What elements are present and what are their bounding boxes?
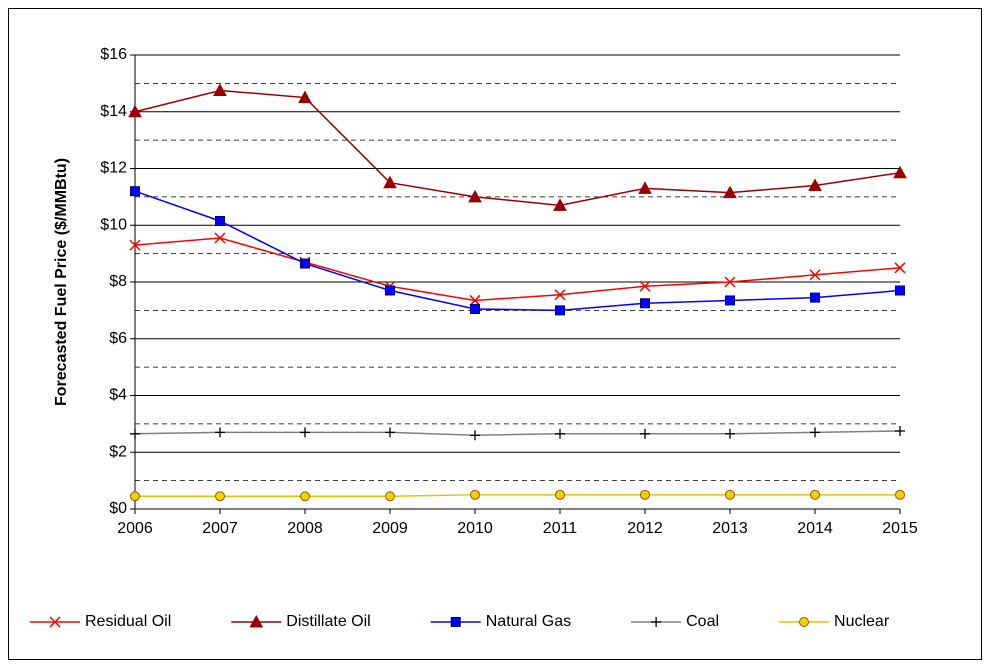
y-tick-label: $12 (100, 160, 127, 177)
marker (385, 491, 395, 502)
legend-label: Distillate Oil (286, 613, 370, 630)
marker (215, 491, 225, 502)
x-tick-label: 2009 (372, 520, 408, 537)
marker (725, 489, 735, 500)
marker (640, 489, 650, 500)
marker (450, 617, 461, 627)
marker (128, 104, 142, 118)
marker (809, 269, 821, 281)
series (130, 186, 905, 316)
y-tick-label: $0 (109, 500, 127, 517)
marker (49, 616, 61, 628)
marker (130, 428, 140, 439)
series-line (135, 494, 900, 497)
marker (810, 292, 820, 303)
x-tick-label: 2010 (457, 520, 493, 537)
legend-item: Natural Gas (430, 613, 571, 630)
series-line (134, 237, 901, 302)
marker (468, 189, 482, 203)
y-axis-label: Forecasted Fuel Price ($/MMBtu) (53, 158, 70, 406)
marker (298, 90, 312, 104)
y-tick-label: $6 (109, 330, 127, 347)
y-tick-label: $14 (100, 103, 127, 120)
marker (894, 262, 906, 274)
marker (555, 428, 565, 439)
marker (725, 295, 735, 306)
marker (640, 298, 650, 309)
legend-label: Nuclear (834, 613, 890, 630)
marker (470, 303, 480, 314)
legend-label: Natural Gas (486, 613, 571, 630)
marker (639, 280, 651, 292)
x-tick-label: 2006 (117, 520, 153, 537)
series (130, 425, 905, 441)
y-tick-label: $10 (100, 216, 127, 233)
legend-item: Nuclear (779, 613, 890, 630)
marker (249, 614, 264, 628)
marker (300, 427, 310, 438)
marker (213, 83, 227, 96)
legend-item: Distillate Oil (231, 613, 371, 630)
marker (214, 232, 226, 244)
x-tick-label: 2015 (882, 520, 918, 537)
marker (810, 489, 820, 500)
x-tick-label: 2011 (543, 520, 578, 537)
y-tick-label: $4 (109, 387, 127, 404)
series (128, 83, 907, 211)
marker (555, 305, 565, 316)
marker (799, 617, 810, 627)
y-tick-label: $2 (109, 443, 127, 460)
chart-frame (8, 8, 982, 660)
marker (470, 489, 480, 500)
marker (651, 617, 662, 627)
legend-label: Residual Oil (85, 613, 171, 630)
marker (893, 165, 907, 179)
marker (385, 427, 395, 438)
marker (215, 427, 225, 438)
marker (383, 175, 397, 189)
marker (554, 289, 566, 301)
marker (638, 181, 652, 194)
marker (810, 427, 820, 438)
marker (895, 285, 905, 296)
plot (128, 83, 907, 502)
legend-item: Residual Oil (30, 613, 171, 630)
marker (385, 285, 395, 296)
x-tick-label: 2007 (202, 520, 238, 537)
y-tick-label: $16 (100, 46, 127, 63)
marker (808, 178, 822, 192)
marker (130, 491, 140, 502)
series-line (134, 430, 901, 436)
marker (129, 239, 141, 251)
marker (895, 489, 905, 500)
x-tick-label: 2008 (287, 520, 323, 537)
marker (300, 258, 310, 269)
series-line (134, 190, 901, 312)
marker (553, 198, 567, 211)
x-tick-label: 2014 (797, 520, 833, 537)
legend-item: Coal (631, 613, 719, 630)
marker (215, 215, 225, 226)
series (130, 489, 905, 502)
marker (470, 430, 480, 441)
y-tick-label: $8 (109, 273, 127, 290)
series-line (134, 89, 901, 207)
legend: Residual Oil Distillate Oil Natural Gas Coa… (30, 613, 890, 630)
marker (895, 425, 905, 436)
marker (300, 491, 310, 502)
marker (725, 428, 735, 439)
marker (724, 276, 736, 288)
marker (555, 489, 565, 500)
marker (130, 186, 140, 197)
x-tick-label: 2012 (627, 520, 663, 537)
x-tick-label: 2013 (712, 520, 748, 537)
legend-label: Coal (686, 613, 719, 630)
marker (723, 185, 737, 199)
marker (640, 428, 650, 439)
marker (469, 294, 481, 306)
